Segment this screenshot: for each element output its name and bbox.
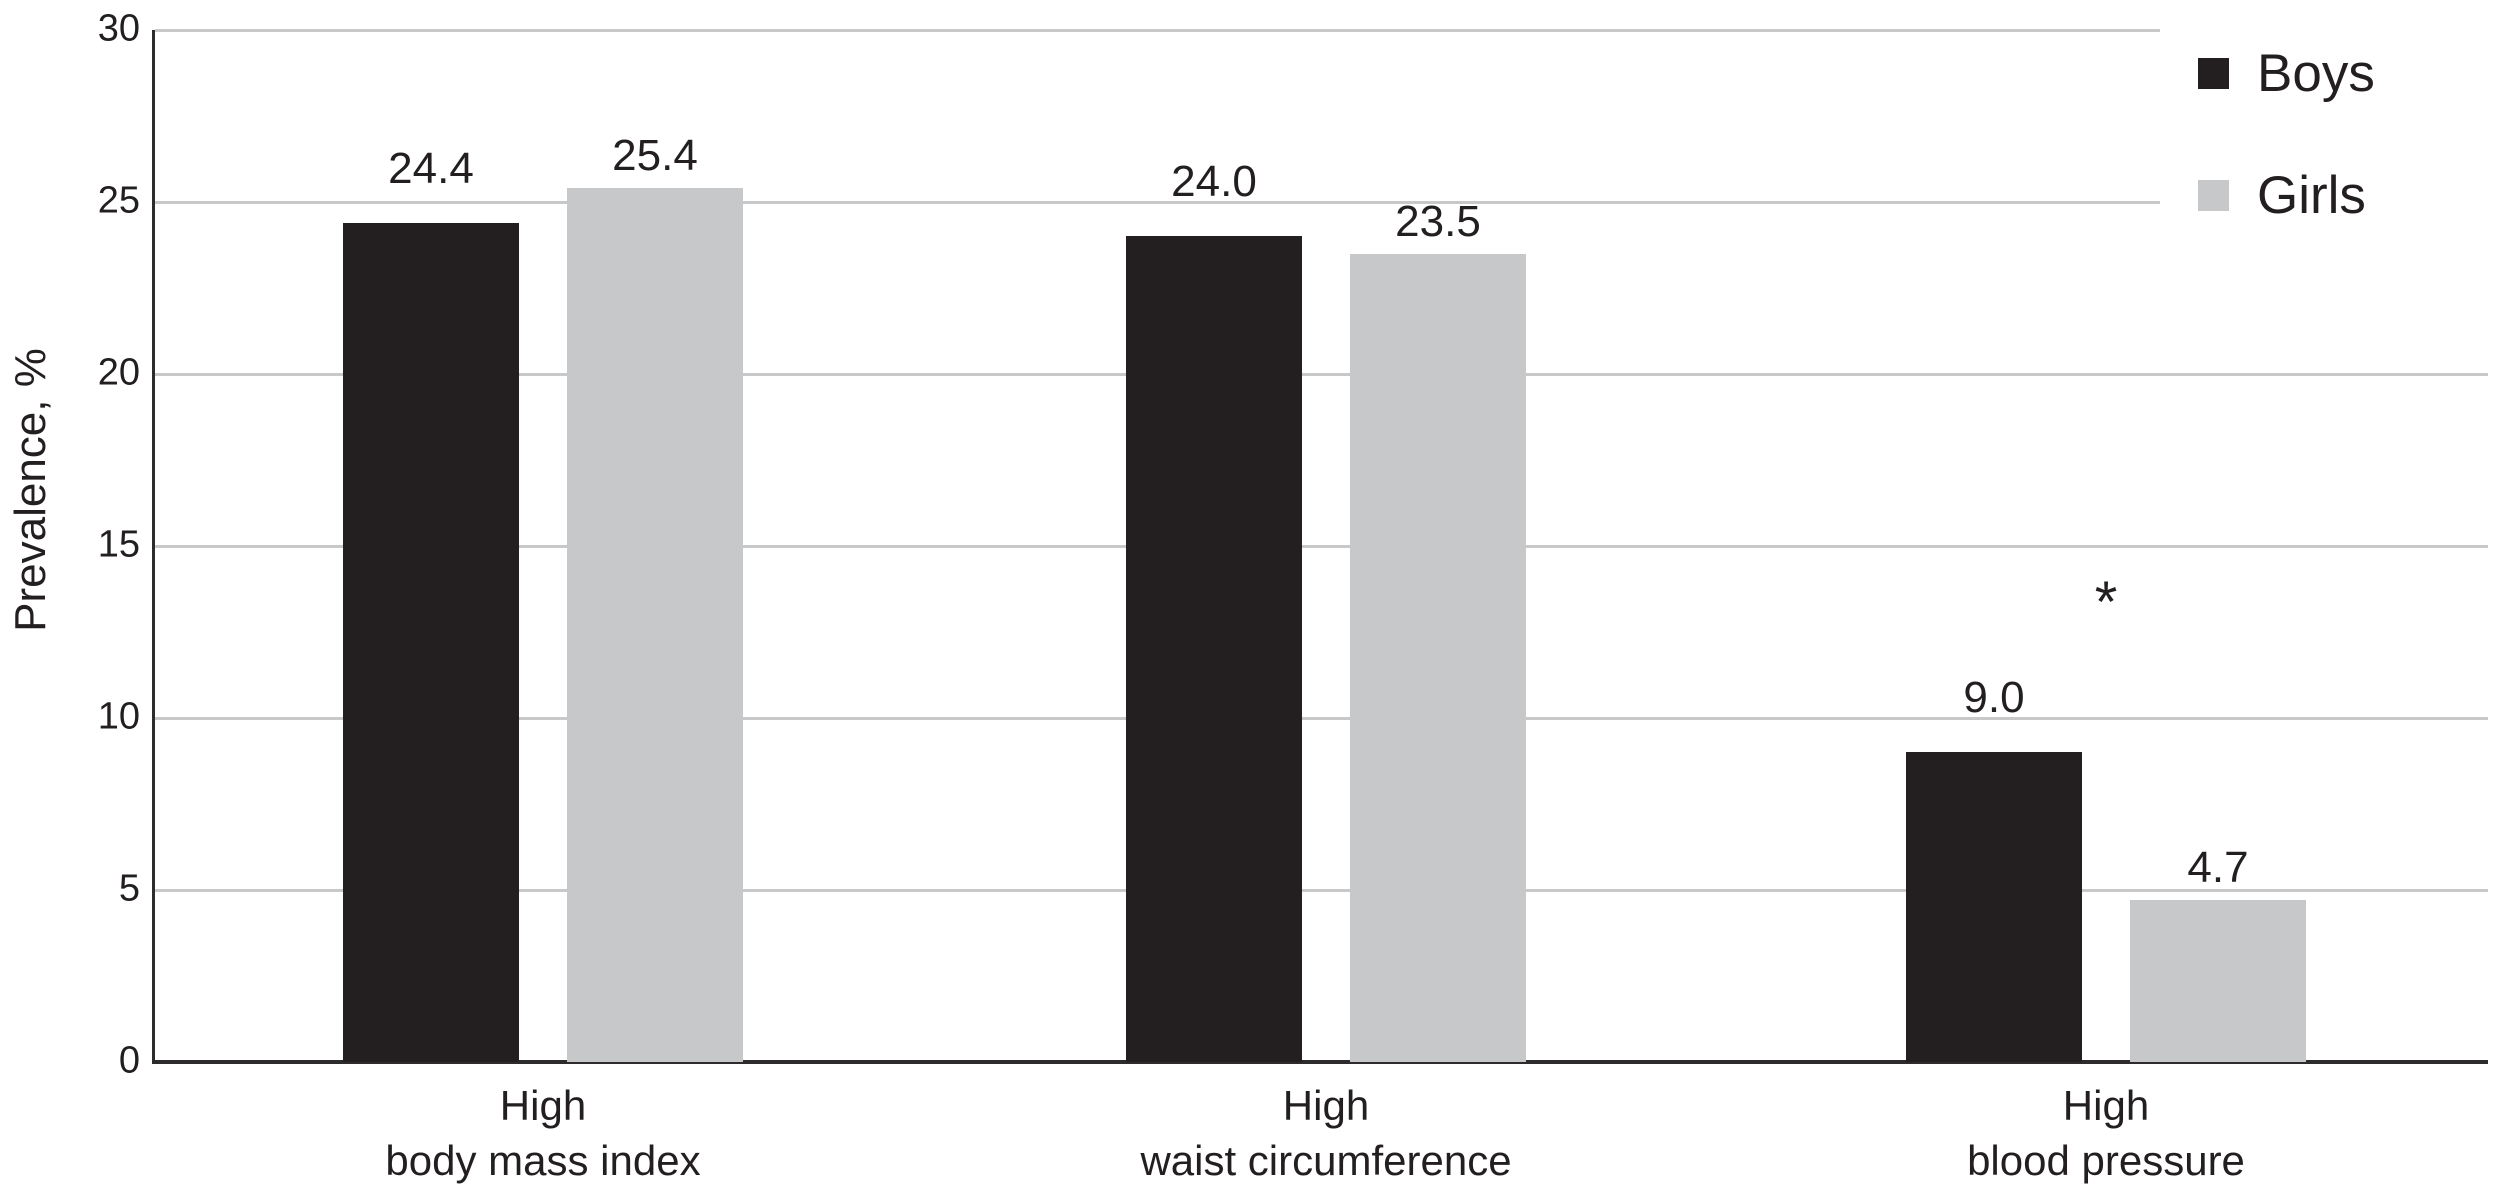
y-axis-title: Prevalence, %	[6, 348, 55, 632]
bar-boys-2	[1906, 752, 2082, 1062]
legend-label-girls: Girls	[2257, 165, 2366, 225]
category-label-2: High blood pressure	[1967, 1082, 2245, 1185]
value-label-girls-0: 25.4	[612, 131, 698, 181]
legend-swatch-boys-icon	[2198, 57, 2229, 89]
value-label-boys-1: 24.0	[1171, 157, 1257, 207]
y-axis-line	[152, 30, 155, 1062]
gridline-20	[155, 372, 2488, 376]
y-tick-label-5: 5	[118, 867, 140, 910]
x-axis-line	[152, 1060, 2488, 1064]
category-label-0: High body mass index	[385, 1082, 701, 1185]
legend: Boys Girls	[2198, 0, 2498, 260]
value-label-girls-1: 23.5	[1395, 196, 1481, 246]
gridline-30	[155, 28, 2160, 32]
y-tick-label-25: 25	[97, 179, 140, 222]
value-label-girls-2: 4.7	[2187, 843, 2249, 893]
legend-entry-girls: Girls	[2198, 164, 2366, 226]
gridline-10	[155, 716, 2488, 720]
y-tick-label-15: 15	[97, 523, 140, 566]
bar-boys-1	[1126, 236, 1302, 1062]
bar-boys-0	[343, 222, 519, 1062]
y-tick-label-30: 30	[97, 7, 140, 50]
value-label-boys-2: 9.0	[1963, 673, 2025, 723]
y-tick-label-20: 20	[97, 351, 140, 394]
bar-girls-2	[2130, 900, 2306, 1062]
y-tick-label-10: 10	[97, 695, 140, 738]
value-label-boys-0: 24.4	[388, 143, 474, 193]
legend-entry-boys: Boys	[2198, 42, 2375, 104]
gridline-25	[155, 200, 2160, 204]
significance-asterisk: *	[2094, 570, 2118, 635]
category-label-1: High waist circumference	[1140, 1082, 1512, 1185]
bar-girls-1	[1350, 253, 1526, 1062]
bar-girls-0	[567, 188, 743, 1062]
gridline-15	[155, 544, 2488, 548]
legend-label-boys: Boys	[2257, 43, 2375, 103]
legend-swatch-girls-icon	[2198, 179, 2229, 211]
y-tick-label-0: 0	[118, 1039, 140, 1082]
gridline-5	[155, 888, 2488, 892]
